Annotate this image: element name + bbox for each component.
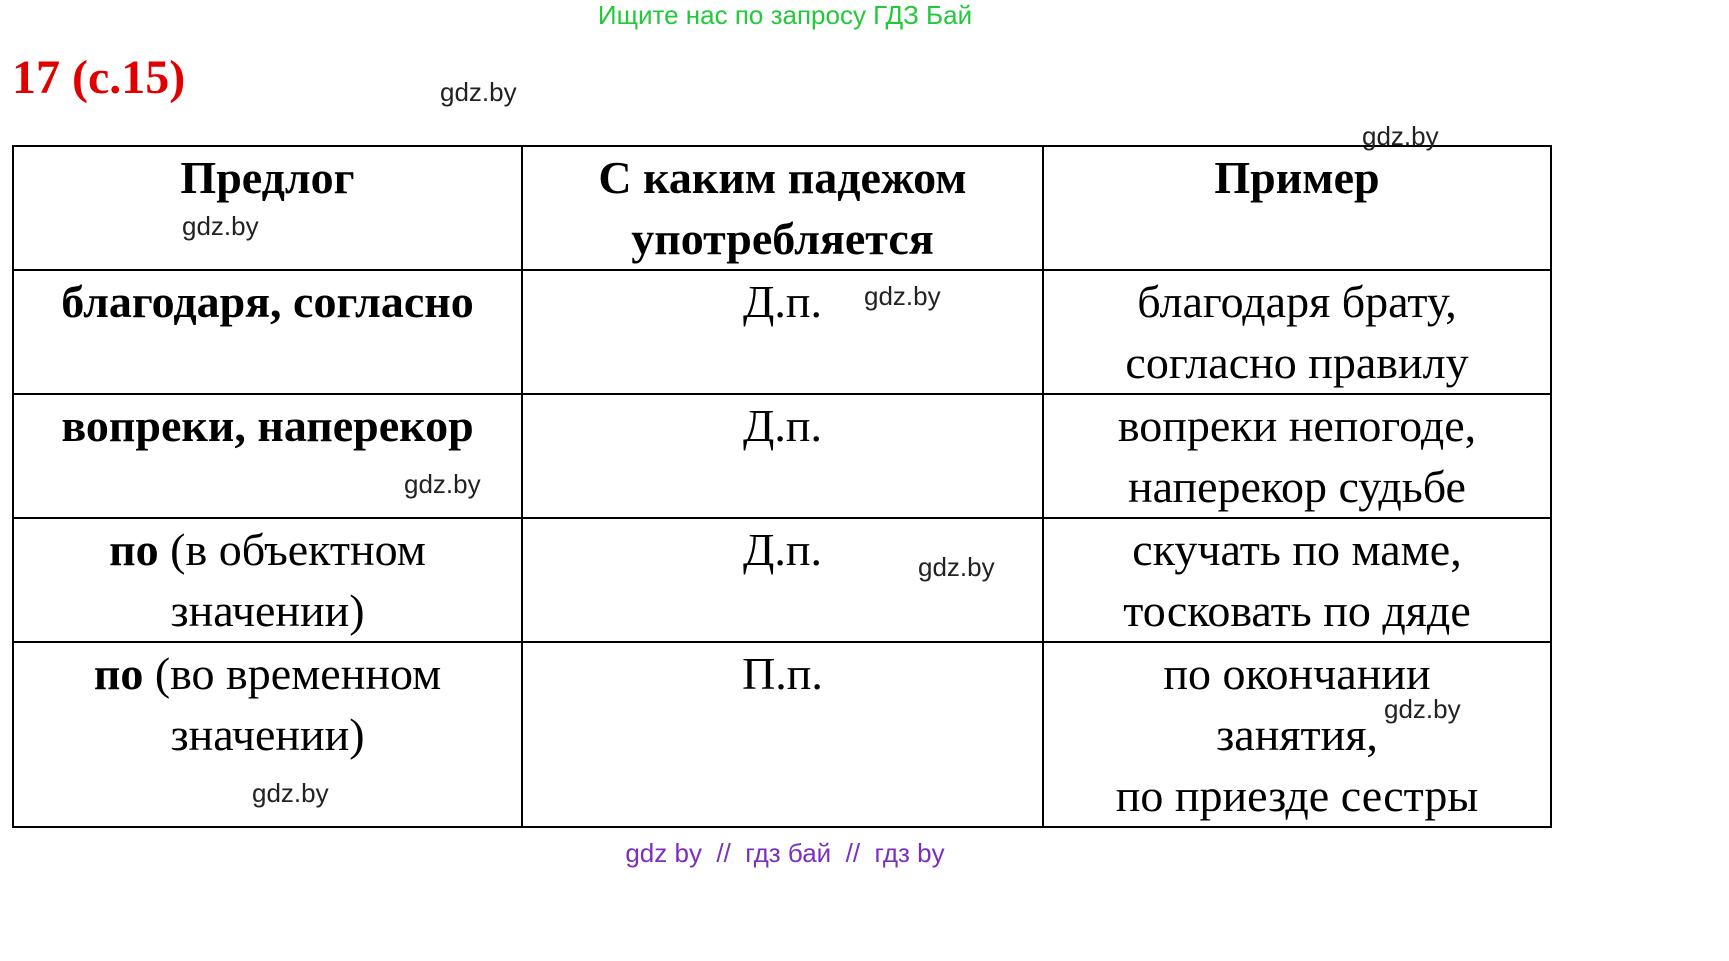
- example-line: благодаря брату,: [1137, 276, 1457, 327]
- case-cell: Д.п.: [521, 393, 1044, 519]
- case-cell: Д.п.: [521, 517, 1044, 643]
- case-cell: П.п.: [521, 641, 1044, 828]
- header-example: Пример: [1042, 145, 1552, 271]
- example-line: наперекор судьбе: [1128, 461, 1466, 512]
- table-row: вопреки, наперекор Д.п. вопреки непогоде…: [12, 393, 1552, 519]
- preposition-cell: по (в объектном значении): [12, 517, 523, 643]
- case-cell: Д.п.: [521, 269, 1044, 395]
- preposition: благодаря, согласно: [61, 276, 474, 327]
- watermark: gdz.by: [918, 552, 995, 582]
- watermark: gdz.by: [252, 778, 329, 808]
- example-line: вопреки непогоде,: [1117, 400, 1477, 451]
- example-line: тосковать по дяде: [1123, 585, 1471, 636]
- preposition: по: [109, 524, 159, 575]
- table-row: благодаря, согласно Д.п. благодаря брату…: [12, 269, 1552, 395]
- example-line: согласно правилу: [1125, 337, 1469, 388]
- header-preposition: Предлог: [12, 145, 523, 271]
- watermark: gdz.by: [440, 77, 517, 107]
- preposition: вопреки, наперекор: [61, 400, 474, 451]
- example-line: по приезде сестры: [1115, 770, 1479, 821]
- example-cell: по окончании занятия, по приезде сестры: [1042, 641, 1552, 828]
- example-cell: благодаря брату, согласно правилу: [1042, 269, 1552, 395]
- footer-links: gdz by // гдз бай // гдз by: [625, 838, 945, 868]
- watermark: gdz.by: [182, 211, 259, 241]
- example-cell: скучать по маме, тосковать по дяде: [1042, 517, 1552, 643]
- preposition-cell: благодаря, согласно: [12, 269, 523, 395]
- example-line: по окончании: [1163, 648, 1431, 699]
- watermark: gdz.by: [864, 281, 941, 311]
- preposition: по: [93, 648, 144, 699]
- watermark: gdz.by: [1362, 121, 1439, 151]
- table-header-row: Предлог С каким падежом употребляется Пр…: [12, 145, 1552, 271]
- table-row: по (в объектном значении) Д.п. скучать п…: [12, 517, 1552, 643]
- prepositions-table: Предлог С каким падежом употребляется Пр…: [12, 145, 1552, 828]
- example-cell: вопреки непогоде, наперекор судьбе: [1042, 393, 1552, 519]
- header-case: С каким падежом употребляется: [521, 145, 1044, 271]
- search-banner: Ищите нас по запросу ГДЗ Бай: [597, 0, 973, 30]
- example-line: занятия,: [1216, 709, 1378, 760]
- watermark: gdz.by: [1384, 694, 1461, 724]
- preposition-note: (во временном значении): [143, 648, 442, 760]
- exercise-title: 17 (с.15): [12, 51, 186, 104]
- preposition-cell: вопреки, наперекор: [12, 393, 523, 519]
- example-line: скучать по маме,: [1132, 524, 1462, 575]
- table-row: по (во временном значении) П.п. по оконч…: [12, 641, 1552, 828]
- preposition-cell: по (во временном значении): [12, 641, 523, 828]
- watermark: gdz.by: [404, 469, 481, 499]
- preposition-note: (в объектном значении): [158, 524, 426, 636]
